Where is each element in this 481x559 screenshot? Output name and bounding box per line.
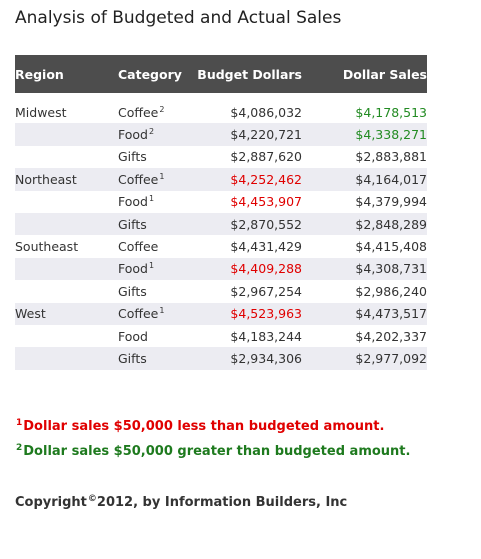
cell-dollar-sales: $2,883,881: [355, 149, 427, 165]
cell-category: Gifts: [118, 280, 196, 302]
cell-region: [15, 191, 118, 213]
category-label: Gifts: [118, 216, 147, 232]
cell-region: [15, 212, 118, 236]
cell-budget-dollars: $4,220,721: [196, 123, 302, 146]
category-label: Gifts: [118, 283, 147, 299]
cell-category: Coffee2: [118, 101, 196, 123]
cell-budget-dollars: $4,086,032: [230, 104, 302, 120]
cell-category: Gifts: [118, 212, 196, 236]
cell-dollar-sales: $4,415,408: [355, 239, 427, 255]
category-label: Gifts: [118, 149, 147, 165]
cell-region: [15, 146, 118, 168]
footnote-marker: 1: [148, 194, 155, 204]
footnote-marker: 1: [159, 171, 165, 181]
cell-dollar-sales: $2,986,240: [355, 283, 427, 299]
category-label: Coffee: [118, 171, 159, 187]
cell-region: West: [15, 302, 118, 325]
cell-budget-dollars: $2,887,620: [230, 149, 302, 165]
table-body: Midwest Coffee2 $4,086,032 $4,178,513 Food2 $…: [15, 101, 427, 370]
copyright-suffix: 2012, by Information Builders, Inc: [96, 495, 348, 510]
table-row: Southeast Coffee $4,431,429 $4,415,408: [15, 235, 427, 257]
copyright-prefix: Copyright: [15, 495, 87, 510]
table-row: Gifts $2,887,620 $2,883,881: [15, 146, 427, 168]
cell-category: Food2: [118, 123, 196, 146]
column-header-region: Region: [15, 55, 118, 93]
table-row: Food1 $4,409,288 $4,308,731: [15, 257, 427, 281]
category-label: Food: [118, 127, 148, 143]
cell-category: Food: [118, 325, 196, 347]
table-row: Gifts $2,934,306 $2,977,092: [15, 347, 427, 370]
cell-category: Gifts: [118, 146, 196, 168]
category-label: Food: [118, 261, 148, 277]
cell-region: [15, 325, 118, 347]
table-row: Food1 $4,453,907 $4,379,994: [15, 191, 427, 213]
cell-budget-dollars: $4,523,963: [196, 302, 302, 325]
table-row: West Coffee1 $4,523,963 $4,473,517: [15, 302, 427, 325]
table-header-row: Region Category Budget Dollars Dollar Sa…: [15, 55, 427, 93]
cell-budget-dollars: $4,252,462: [196, 168, 302, 191]
footnote-marker: 1: [159, 306, 165, 316]
cell-budget-dollars: $4,453,907: [230, 194, 302, 210]
cell-budget-dollars: $2,967,254: [230, 283, 302, 299]
cell-budget-dollars: $2,934,306: [196, 347, 302, 370]
footnote-under-budget: 1Dollar sales $50,000 less than budgeted…: [15, 418, 384, 434]
cell-category: Coffee1: [118, 168, 196, 191]
table-row: Food $4,183,244 $4,202,337: [15, 325, 427, 347]
cell-category: Food1: [118, 257, 196, 281]
cell-region: [15, 123, 118, 146]
copyright-symbol: ©: [87, 494, 97, 504]
column-header-category: Category: [118, 55, 196, 93]
cell-dollar-sales: $4,164,017: [302, 168, 427, 191]
header-spacer: [15, 93, 427, 101]
column-header-budget-dollars: Budget Dollars: [196, 55, 302, 93]
column-header-dollar-sales: Dollar Sales: [302, 55, 427, 93]
footnote-marker: 2: [148, 127, 155, 137]
footnote-mark: 2: [16, 443, 23, 453]
cell-category: Coffee1: [118, 302, 196, 325]
table-row: Gifts $2,870,552 $2,848,289: [15, 212, 427, 236]
cell-dollar-sales: $4,473,517: [302, 302, 427, 325]
footnote-text: Dollar sales $50,000 less than budgeted …: [23, 419, 385, 434]
table-row: Food2 $4,220,721 $4,338,271: [15, 123, 427, 146]
category-label: Coffee: [118, 104, 159, 120]
category-label: Gifts: [118, 350, 147, 366]
report-title: Analysis of Budgeted and Actual Sales: [15, 8, 342, 28]
footnote-mark: 1: [16, 418, 23, 428]
cell-dollar-sales: $4,308,731: [302, 257, 427, 281]
footnote-marker: 2: [159, 104, 165, 114]
cell-budget-dollars: $4,183,244: [230, 328, 302, 344]
cell-dollar-sales: $2,977,092: [302, 347, 427, 370]
footnote-marker: 1: [148, 261, 155, 271]
cell-region: Midwest: [15, 104, 67, 120]
cell-dollar-sales: $4,338,271: [302, 123, 427, 146]
cell-region: [15, 280, 118, 302]
table-row: Midwest Coffee2 $4,086,032 $4,178,513: [15, 101, 427, 123]
footnote-text: Dollar sales $50,000 greater than budget…: [23, 444, 411, 459]
cell-category: Coffee: [118, 235, 196, 257]
category-label: Coffee: [118, 239, 159, 255]
sales-table: Region Category Budget Dollars Dollar Sa…: [15, 55, 427, 370]
cell-dollar-sales: $4,178,513: [355, 104, 427, 120]
category-label: Food: [118, 194, 148, 210]
cell-region: [15, 257, 118, 281]
footnote-over-budget: 2Dollar sales $50,000 greater than budge…: [15, 443, 410, 459]
cell-budget-dollars: $4,431,429: [230, 239, 302, 255]
table-row: Northeast Coffee1 $4,252,462 $4,164,017: [15, 168, 427, 191]
cell-region: Southeast: [15, 239, 79, 255]
cell-dollar-sales: $2,848,289: [302, 212, 427, 236]
category-label: Coffee: [118, 306, 159, 322]
cell-category: Gifts: [118, 347, 196, 370]
cell-budget-dollars: $2,870,552: [196, 212, 302, 236]
copyright-notice: Copyright©2012, by Information Builders,…: [15, 494, 347, 510]
cell-region: [15, 347, 118, 370]
category-label: Food: [118, 328, 148, 344]
cell-dollar-sales: $4,379,994: [355, 194, 427, 210]
cell-budget-dollars: $4,409,288: [196, 257, 302, 281]
table-row: Gifts $2,967,254 $2,986,240: [15, 280, 427, 302]
cell-dollar-sales: $4,202,337: [355, 328, 427, 344]
cell-region: Northeast: [15, 168, 118, 191]
cell-category: Food1: [118, 191, 196, 213]
